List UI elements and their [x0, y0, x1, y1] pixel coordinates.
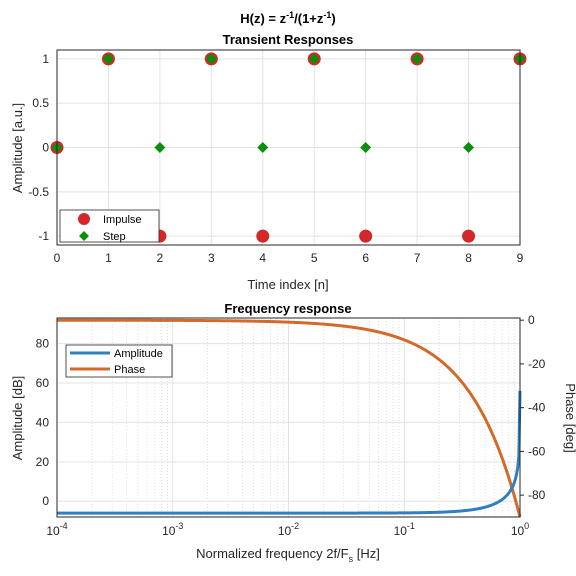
y-tick-label-right: -60 — [528, 444, 546, 458]
x-tick-label: 2 — [157, 251, 164, 265]
y-tick-label: -1 — [38, 229, 49, 243]
transient-x-label: Time index [n] — [247, 277, 328, 292]
frequency-y-label-left: Amplitude [dB] — [10, 376, 25, 461]
transient-legend-box — [59, 209, 160, 243]
phase-line — [57, 318, 522, 518]
x-tick-label: 1 — [105, 251, 112, 265]
x-tick-label: 10-4 — [46, 521, 67, 538]
amplitude-line — [57, 390, 522, 515]
legend-impulse-marker — [78, 213, 90, 225]
y-tick-label: -0.5 — [28, 185, 49, 199]
frequency-chart: Frequency response 10-4 10-3 10-2 10-1 100 0… — [10, 301, 576, 564]
x-tick-label: 7 — [414, 251, 421, 265]
frequency-lines — [57, 318, 522, 518]
impulse-point — [256, 229, 270, 243]
step-point — [463, 142, 475, 153]
step-point — [360, 142, 372, 153]
y-tick-label-left: 80 — [36, 337, 50, 351]
step-point — [308, 53, 320, 65]
step-point — [154, 142, 166, 153]
transient-y-ticks: 1 0.5 0 -0.5 -1 — [28, 52, 49, 243]
y-tick-label: 0.5 — [32, 96, 49, 110]
transient-chart: Transient Responses 0 1 2 3 4 5 6 7 8 9 1 0.5 0 -0.5… — [10, 32, 527, 292]
frequency-legend-box — [65, 344, 173, 378]
step-point — [411, 53, 423, 65]
x-tick-label: 4 — [259, 251, 266, 265]
x-tick-label: 3 — [208, 251, 215, 265]
x-tick-label: 9 — [517, 251, 524, 265]
legend-step-label: Step — [103, 231, 126, 243]
step-point — [205, 53, 217, 65]
legend-phase-label: Phase — [114, 364, 145, 376]
step-point — [102, 53, 114, 65]
y-tick-label-left: 60 — [36, 376, 50, 390]
x-tick-label: 5 — [311, 251, 318, 265]
legend-impulse-label: Impulse — [103, 214, 142, 226]
y-tick-label: 1 — [42, 52, 49, 66]
frequency-x-ticks: 10-4 10-3 10-2 10-1 100 — [46, 521, 529, 538]
legend-amplitude-label: Amplitude — [114, 348, 163, 360]
x-tick-label: 10-1 — [394, 521, 415, 538]
x-tick-label: 100 — [511, 521, 529, 538]
frequency-legend: Amplitude Phase — [65, 344, 173, 378]
y-tick-label: 0 — [42, 141, 49, 155]
transient-y-label: Amplitude [a.u.] — [10, 103, 25, 193]
y-tick-label-right: 0 — [528, 313, 535, 327]
x-tick-label: 10-2 — [278, 521, 299, 538]
y-tick-label-right: -80 — [528, 488, 546, 502]
frequency-y-label-right: Phase [deg] — [563, 383, 576, 452]
x-tick-label: 0 — [54, 251, 61, 265]
x-tick-label: 6 — [362, 251, 369, 265]
impulse-point — [359, 229, 373, 243]
y-tick-label-left: 40 — [36, 415, 50, 429]
x-tick-label: 10-3 — [162, 521, 183, 538]
frequency-x-label: Normalized frequency 2f/Fs [Hz] — [196, 546, 380, 564]
transient-chart-title: Transient Responses — [223, 32, 354, 47]
y-tick-label-left: 20 — [36, 455, 50, 469]
transient-legend: Impulse Step — [59, 209, 160, 243]
step-point — [257, 142, 269, 153]
y-tick-label-left: 0 — [42, 494, 49, 508]
frequency-chart-title: Frequency response — [224, 301, 351, 316]
frequency-y-ticks-left: 0 20 40 60 80 — [36, 337, 50, 509]
figure-suptitle: H(z) = z-1/(1+z-1) — [240, 10, 336, 26]
transient-plot-border — [56, 49, 521, 246]
y-tick-label-right: -40 — [528, 401, 546, 415]
frequency-plot-border — [56, 317, 521, 518]
transient-x-ticks: 0 1 2 3 4 5 6 7 8 9 — [54, 251, 524, 265]
y-tick-label-right: -20 — [528, 357, 546, 371]
legend-step-marker — [79, 231, 89, 241]
x-tick-label: 8 — [465, 251, 472, 265]
impulse-point — [462, 229, 476, 243]
frequency-y-ticks-right: 0 -20 -40 -60 -80 — [520, 313, 546, 502]
